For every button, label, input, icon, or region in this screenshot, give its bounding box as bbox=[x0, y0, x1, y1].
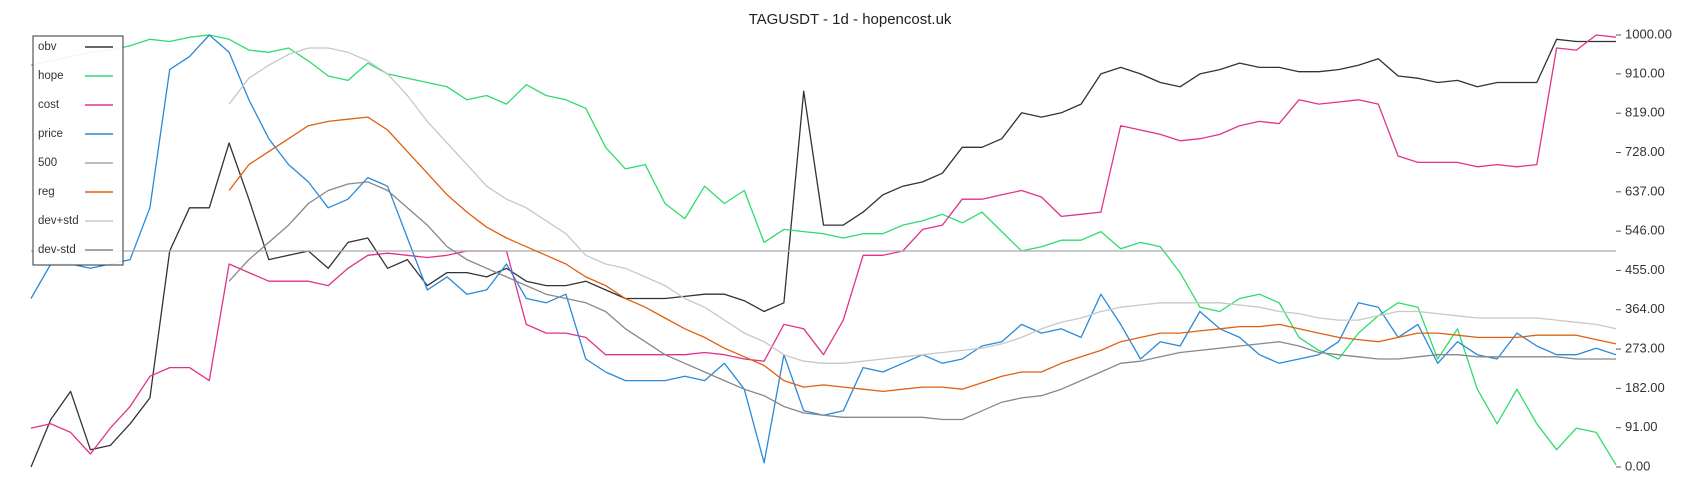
legend: obv hope cost price 500 reg dev+std dev-std bbox=[32, 35, 124, 266]
y-tick-label: 637.00 bbox=[1625, 183, 1665, 198]
legend-frame bbox=[32, 35, 124, 266]
series-line bbox=[228, 47, 1617, 364]
series-line bbox=[30, 38, 1616, 468]
y-tick-label: 728.00 bbox=[1625, 144, 1665, 159]
series-line bbox=[228, 181, 1616, 421]
legend-label: 500 bbox=[38, 157, 57, 169]
legend-label: dev+std bbox=[38, 215, 79, 227]
series-line bbox=[30, 34, 1617, 464]
legend-label: reg bbox=[38, 186, 55, 198]
legend-label: obv bbox=[38, 41, 57, 53]
y-tick-label: 273.00 bbox=[1625, 341, 1665, 356]
y-tick-label: 182.00 bbox=[1625, 380, 1665, 395]
y-tick-label: 1000.00 bbox=[1625, 26, 1672, 41]
y-tick-label: 91.00 bbox=[1625, 419, 1658, 434]
legend-label: cost bbox=[38, 99, 60, 111]
y-tick-label: 819.00 bbox=[1625, 105, 1665, 120]
y-tick-label: 546.00 bbox=[1625, 223, 1665, 238]
legend-label: price bbox=[38, 128, 63, 140]
y-tick-label: 910.00 bbox=[1625, 65, 1665, 80]
y-tick-label: 455.00 bbox=[1625, 262, 1665, 277]
legend-label: hope bbox=[38, 70, 64, 82]
series-line bbox=[30, 34, 1617, 455]
chart-title: TAGUSDT - 1d - hopencost.uk bbox=[749, 11, 952, 28]
y-tick-label: 0.00 bbox=[1625, 458, 1650, 473]
series-line bbox=[30, 34, 1617, 466]
series-line bbox=[228, 116, 1617, 393]
legend-label: dev-std bbox=[38, 244, 76, 256]
y-tick-label: 364.00 bbox=[1625, 301, 1665, 316]
